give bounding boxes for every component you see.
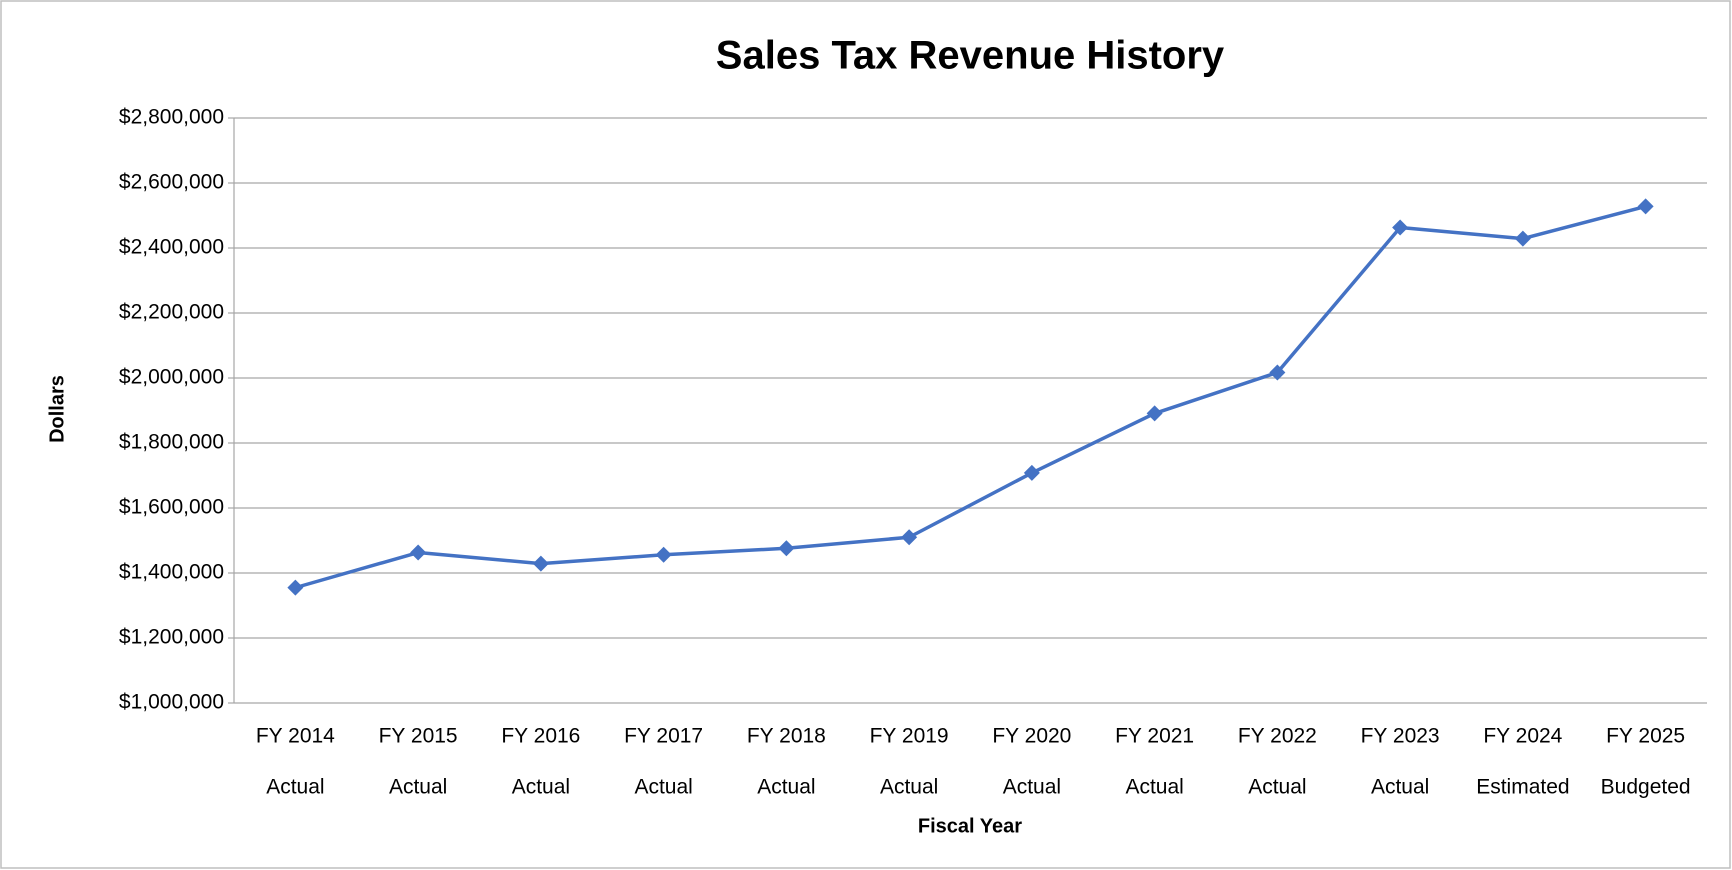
x-tick-label: Actual [389,776,447,799]
y-tick-label: $2,000,000 [119,366,224,389]
y-axis-title: Dollars [46,375,68,443]
y-tick-label: $2,800,000 [119,106,224,129]
x-tick-label: Actual [266,776,324,799]
x-tick-label: FY 2020 [992,725,1071,748]
x-tick-label: FY 2018 [747,725,826,748]
marker [1146,405,1163,422]
x-tick-label: FY 2024 [1483,725,1562,748]
x-tick-label: Actual [512,776,570,799]
x-tick-label: FY 2015 [379,725,458,748]
y-tick-label: $2,400,000 [119,236,224,259]
marker [1023,464,1040,481]
marker [410,544,427,561]
x-tick-label: FY 2025 [1606,725,1685,748]
marker [1269,364,1286,381]
y-tick-label: $1,800,000 [119,431,224,454]
y-tick-label: $2,200,000 [119,301,224,324]
x-tick-label: Actual [1125,776,1183,799]
x-tick-label: FY 2021 [1115,725,1194,748]
marker [901,529,918,546]
marker [287,579,304,596]
x-tick-label: Actual [880,776,938,799]
x-tick-label: Actual [1003,776,1061,799]
x-tick-label: FY 2014 [256,725,335,748]
marker [778,540,795,557]
x-axis-title: Fiscal Year [918,815,1022,837]
y-tick-label: $1,000,000 [119,691,224,714]
x-tick-label: FY 2019 [870,725,949,748]
marker [1637,198,1654,215]
x-tick-label: FY 2023 [1361,725,1440,748]
x-tick-label: FY 2016 [501,725,580,748]
x-tick-label: Actual [634,776,692,799]
y-tick-label: $1,400,000 [119,561,224,584]
x-tick-label: Actual [757,776,815,799]
x-tick-label: Actual [1248,776,1306,799]
marker [655,546,672,563]
x-tick-label: Actual [1371,776,1429,799]
x-tick-label: FY 2022 [1238,725,1317,748]
x-tick-label: Budgeted [1601,776,1691,799]
line-series [294,204,1647,590]
y-tick-label: $1,200,000 [119,626,224,649]
chart-title: Sales Tax Revenue History [716,34,1225,78]
marker [532,555,549,572]
marker [1514,230,1531,247]
y-tick-label: $1,600,000 [119,496,224,519]
x-tick-label: Estimated [1476,776,1569,799]
y-tick-label: $2,600,000 [119,171,224,194]
marker [1392,219,1409,236]
x-tick-label: FY 2017 [624,725,703,748]
